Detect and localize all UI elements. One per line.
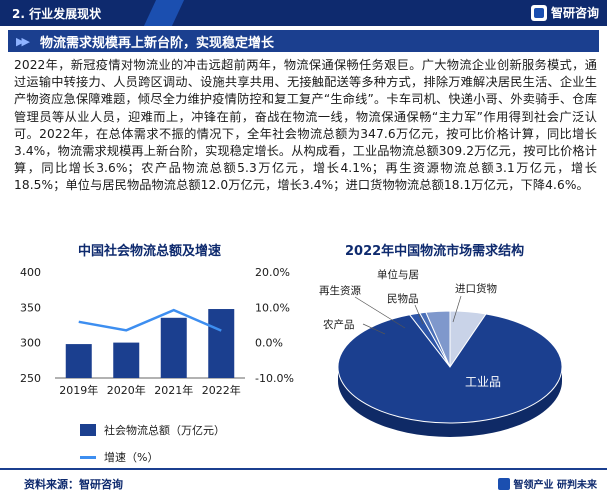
pie-depth-side xyxy=(338,367,562,437)
brand-logo-icon xyxy=(497,477,510,490)
section-title-text: 物流需求规模再上新台阶，实现稳定增长 xyxy=(40,36,275,51)
right-axis-tick: -10.0% xyxy=(255,372,294,385)
body-paragraph: 2022年，新冠疫情对物流业的冲击远超前两年，物流保通保畅任务艰巨。广大物流企业… xyxy=(14,58,597,193)
section-tab-title: 2. 行业发展现状 xyxy=(12,7,102,21)
x-axis-tick: 2022年 xyxy=(202,383,241,397)
bar-2020年 xyxy=(113,342,140,378)
company-logo: 智研咨询 xyxy=(530,4,599,21)
growth-rate-line xyxy=(78,308,222,332)
right-axis-tick: 20.0% xyxy=(255,266,290,279)
pie-label-agricultural: 农产品 xyxy=(323,318,355,331)
pie-label-residential-2: 民物品 xyxy=(387,292,419,305)
legend-line-swatch xyxy=(80,455,96,459)
section-title: ▶▶ 物流需求规模再上新台阶，实现稳定增长 xyxy=(8,30,599,52)
bar-2019年 xyxy=(65,344,92,378)
bar-2021年 xyxy=(160,317,187,378)
pie-label-import: 进口货物 xyxy=(455,282,497,295)
footer: 资料来源：智研咨询 智领产业 研判未来 xyxy=(0,468,607,500)
pie-label-industrial: 工业品 xyxy=(465,375,501,389)
logo-icon xyxy=(530,4,547,21)
pie-chart-title: 2022年中国物流市场需求结构 xyxy=(345,244,525,259)
x-axis-tick: 2020年 xyxy=(107,383,146,397)
section-tab xyxy=(0,0,150,26)
right-axis-tick: 0.0% xyxy=(255,337,283,350)
data-source: 资料来源：智研咨询 xyxy=(24,478,123,491)
pie-label-residential-1: 单位与居 xyxy=(377,268,419,281)
right-axis-tick: 10.0% xyxy=(255,301,290,314)
legend-line: 增速（%） xyxy=(80,449,158,465)
left-axis-tick: 300 xyxy=(20,337,41,350)
pie-leader-personal xyxy=(414,304,424,325)
x-axis-tick: 2019年 xyxy=(59,383,98,397)
header-bar: 2. 行业发展现状 智研咨询 xyxy=(0,0,607,26)
x-axis-tick: 2021年 xyxy=(154,383,193,397)
bar-line-chart: 400 350 300 250 20.0% 10.0% 0.0% -10.0% 2019年 202… xyxy=(20,266,294,397)
pie-leader-agricultural xyxy=(362,323,386,335)
footer-slogan: 智领产业 研判未来 xyxy=(513,480,597,491)
chevron-right-icon: ▶▶ xyxy=(16,35,30,48)
legend-line-label: 增速（%） xyxy=(104,451,159,464)
pie-chart: 农产品 再生资源 单位与居 民物品 进口货物 工业品 xyxy=(319,268,563,437)
pie-leader-recycled xyxy=(354,296,406,329)
left-axis-tick: 250 xyxy=(20,372,41,385)
legend-bar-swatch xyxy=(80,424,96,436)
left-axis-tick: 400 xyxy=(20,266,41,279)
legend-bar-label: 社会物流总额（万亿元） xyxy=(104,424,225,437)
pie-slice-工业品 xyxy=(337,313,563,424)
legend-bar: 社会物流总额（万亿元） xyxy=(80,422,225,438)
bar-2022年 xyxy=(208,309,235,378)
logo-text: 智研咨询 xyxy=(550,6,599,20)
footer-brand: 智领产业 研判未来 xyxy=(497,476,597,491)
pie-label-recycled: 再生资源 xyxy=(319,284,361,297)
bar-chart-title: 中国社会物流总额及增速 xyxy=(78,244,222,259)
left-axis-tick: 350 xyxy=(20,301,41,314)
pie-leader-import xyxy=(452,295,462,323)
